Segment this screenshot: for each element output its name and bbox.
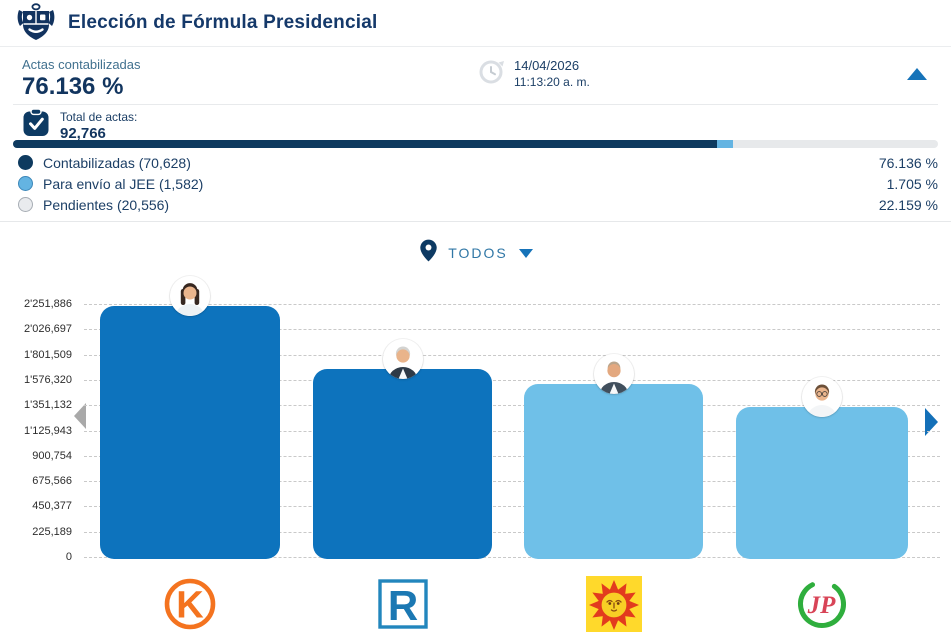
total-actas: Total de actas: 92,766 bbox=[21, 108, 137, 143]
collapse-panel-button[interactable] bbox=[907, 68, 927, 80]
actas-contabilizadas-value: 76.136 % bbox=[22, 73, 124, 100]
gridline bbox=[84, 354, 940, 356]
update-time: 11:13:20 a. m. bbox=[514, 75, 590, 89]
legend-pct: 76.136 % bbox=[878, 154, 938, 171]
update-datetime: 14/04/2026 11:13:20 a. m. bbox=[514, 58, 590, 89]
page-title: Elección de Fórmula Presidencial bbox=[68, 12, 378, 33]
legend-item-contabilizadas: Contabilizadas (70,628) 76.136 % bbox=[13, 152, 938, 173]
actas-progress-bar bbox=[13, 140, 938, 148]
actas-legend: Contabilizadas (70,628) 76.136 % Para enví… bbox=[13, 152, 938, 215]
bar-renovacion-popular bbox=[313, 369, 492, 559]
y-axis-tick-label: 1'351,132 bbox=[24, 399, 72, 412]
legend-label: Pendientes (20,556) bbox=[43, 196, 170, 213]
legend-dot bbox=[18, 197, 33, 212]
total-actas-label: Total de actas: bbox=[60, 109, 138, 124]
bar-chart: 2'251,886 2'026,697 1'801,509 1'576,320 1'35… bbox=[0, 276, 951, 640]
gridline bbox=[84, 329, 940, 331]
legend-label: Contabilizadas (70,628) bbox=[43, 154, 191, 171]
app-header: Elección de Fórmula Presidencial bbox=[0, 0, 951, 47]
gridline bbox=[84, 481, 940, 483]
progress-segment-para-envio-al-jee bbox=[717, 140, 734, 148]
party-logo-fuerza-popular: K bbox=[162, 576, 218, 632]
svg-text:K: K bbox=[176, 585, 204, 627]
actas-contabilizadas-label: Actas contabilizadas bbox=[22, 57, 141, 72]
candidate-photo-renovacion-popular bbox=[382, 339, 423, 380]
chart-prev-arrow[interactable] bbox=[74, 403, 86, 429]
y-axis-tick-label: 0 bbox=[65, 551, 72, 563]
scope-filter-dropdown[interactable]: TODOS bbox=[0, 222, 951, 284]
y-axis-tick-label: 1'576,320 bbox=[24, 373, 72, 386]
total-actas-value: 92,766 bbox=[60, 124, 106, 142]
party-logo-juntos-por-el-peru: JP bbox=[794, 576, 850, 632]
y-axis-tick-label: 2'251,886 bbox=[24, 298, 72, 310]
gridline bbox=[84, 379, 940, 381]
gridline bbox=[84, 405, 940, 407]
y-axis-tick-label: 1'125,943 bbox=[24, 424, 72, 437]
gridline bbox=[84, 531, 940, 533]
gridline bbox=[84, 506, 940, 508]
clipboard-check-icon bbox=[21, 108, 51, 143]
bar-juntos-por-el-peru bbox=[736, 407, 908, 559]
svg-text:R: R bbox=[387, 582, 417, 629]
bar-peru-primero bbox=[524, 384, 703, 559]
bar-fuerza-popular bbox=[100, 306, 280, 559]
legend-pct: 1.705 % bbox=[886, 175, 938, 192]
y-axis-tick-label: 1'801,509 bbox=[24, 348, 72, 361]
map-pin-icon bbox=[418, 238, 439, 268]
last-update: 14/04/2026 11:13:20 a. m. bbox=[478, 58, 590, 90]
y-axis-tick-label: 2'026,697 bbox=[24, 323, 72, 336]
panel-divider bbox=[13, 104, 938, 105]
gridline bbox=[84, 304, 940, 305]
legend-pct: 22.159 % bbox=[878, 196, 938, 213]
scope-filter-label: TODOS bbox=[448, 245, 508, 261]
gridline bbox=[84, 430, 940, 432]
legend-label: Para envío al JEE (1,582) bbox=[43, 175, 204, 192]
chevron-down-icon bbox=[518, 248, 533, 258]
svg-text:JP: JP bbox=[807, 592, 837, 619]
update-date: 14/04/2026 bbox=[514, 58, 580, 73]
y-axis-tick-label: 900,754 bbox=[32, 449, 72, 462]
progress-segment-contabilizadas bbox=[13, 140, 718, 148]
party-logo-peru-primero bbox=[585, 576, 642, 632]
party-logo-renovacion-popular: R bbox=[375, 576, 431, 632]
y-axis-tick-label: 675,566 bbox=[32, 475, 72, 488]
legend-item-pendientes: Pendientes (20,556) 22.159 % bbox=[13, 194, 938, 215]
y-axis-tick-label: 225,189 bbox=[32, 525, 72, 538]
actas-summary-panel: Actas contabilizadas 76.136 % 14/04/2026… bbox=[0, 47, 951, 222]
legend-item-para-envio-al-jee: Para envío al JEE (1,582) 1.705 % bbox=[13, 173, 938, 194]
candidate-photo-peru-primero bbox=[593, 354, 634, 395]
clock-icon bbox=[478, 58, 505, 90]
candidate-photo-fuerza-popular bbox=[170, 276, 210, 316]
candidate-photo-juntos-por-el-peru bbox=[802, 377, 842, 418]
legend-dot bbox=[18, 176, 33, 191]
onpe-coat-of-arms-logo bbox=[16, 3, 56, 43]
chart-next-arrow[interactable] bbox=[925, 408, 938, 436]
legend-dot bbox=[18, 155, 33, 170]
gridline bbox=[84, 557, 940, 558]
gridline bbox=[84, 455, 940, 457]
y-axis-tick-label: 450,377 bbox=[32, 500, 72, 513]
total-actas-text: Total de actas: 92,766 bbox=[60, 110, 137, 142]
